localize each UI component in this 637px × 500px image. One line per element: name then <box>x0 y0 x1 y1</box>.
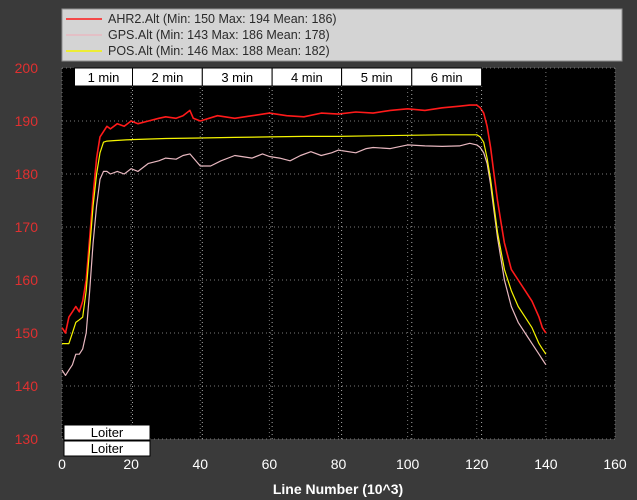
x-tick-label: 120 <box>465 456 489 472</box>
mode-label: Loiter <box>91 441 124 456</box>
x-tick-label: 160 <box>603 456 627 472</box>
x-axis-ticks: 0 20 40 60 80 100 120 140 160 <box>58 456 627 472</box>
x-tick-label: 60 <box>262 456 278 472</box>
legend-label: GPS.Alt (Min: 143 Max: 186 Mean: 178) <box>108 28 330 42</box>
y-axis-ticks: 130 140 150 160 170 180 190 200 <box>15 60 39 447</box>
grid-lines <box>61 67 616 440</box>
x-tick-label: 100 <box>396 456 420 472</box>
legend-label: POS.Alt (Min: 146 Max: 188 Mean: 182) <box>108 44 330 58</box>
mode-label-box <box>63 440 151 457</box>
time-markers: 1 min 2 min 3 min 4 min 5 min 6 min <box>74 67 483 439</box>
legend-box <box>61 8 623 62</box>
legend-entries: AHR2.Alt (Min: 150 Max: 194 Mean: 186) GP… <box>66 12 337 58</box>
x-tick-label: 0 <box>58 456 66 472</box>
y-tick-label: 140 <box>15 378 39 394</box>
y-tick-label: 190 <box>15 113 39 129</box>
time-marker-label: 3 min <box>221 70 253 85</box>
time-marker-label: 6 min <box>431 70 463 85</box>
y-tick-label: 150 <box>15 325 39 341</box>
time-marker-label: 2 min <box>152 70 184 85</box>
mode-label: Loiter <box>91 425 124 440</box>
time-marker-label: 4 min <box>291 70 323 85</box>
x-axis-label: Line Number (10^3) <box>273 481 403 497</box>
plot-area <box>62 68 615 439</box>
y-tick-label: 160 <box>15 272 39 288</box>
series-line-pos-alt[interactable] <box>62 134 547 355</box>
x-tick-label: 40 <box>192 456 208 472</box>
mode-label-box <box>63 424 151 441</box>
y-tick-label: 130 <box>15 431 39 447</box>
time-marker-label: 5 min <box>361 70 393 85</box>
series-layer <box>61 104 547 376</box>
y-tick-label: 180 <box>15 166 39 182</box>
series-line-gps-alt[interactable] <box>61 142 547 376</box>
time-marker-box <box>411 67 483 87</box>
x-tick-label: 140 <box>534 456 558 472</box>
x-tick-label: 20 <box>123 456 139 472</box>
y-tick-label: 170 <box>15 219 39 235</box>
legend[interactable]: AHR2.Alt (Min: 150 Max: 194 Mean: 186) GP… <box>61 8 623 62</box>
y-tick-label: 200 <box>15 60 39 76</box>
x-tick-label: 80 <box>331 456 347 472</box>
time-marker-label: 1 min <box>88 70 120 85</box>
series-line-ahr2-alt[interactable] <box>61 104 547 334</box>
legend-label: AHR2.Alt (Min: 150 Max: 194 Mean: 186) <box>108 12 337 26</box>
